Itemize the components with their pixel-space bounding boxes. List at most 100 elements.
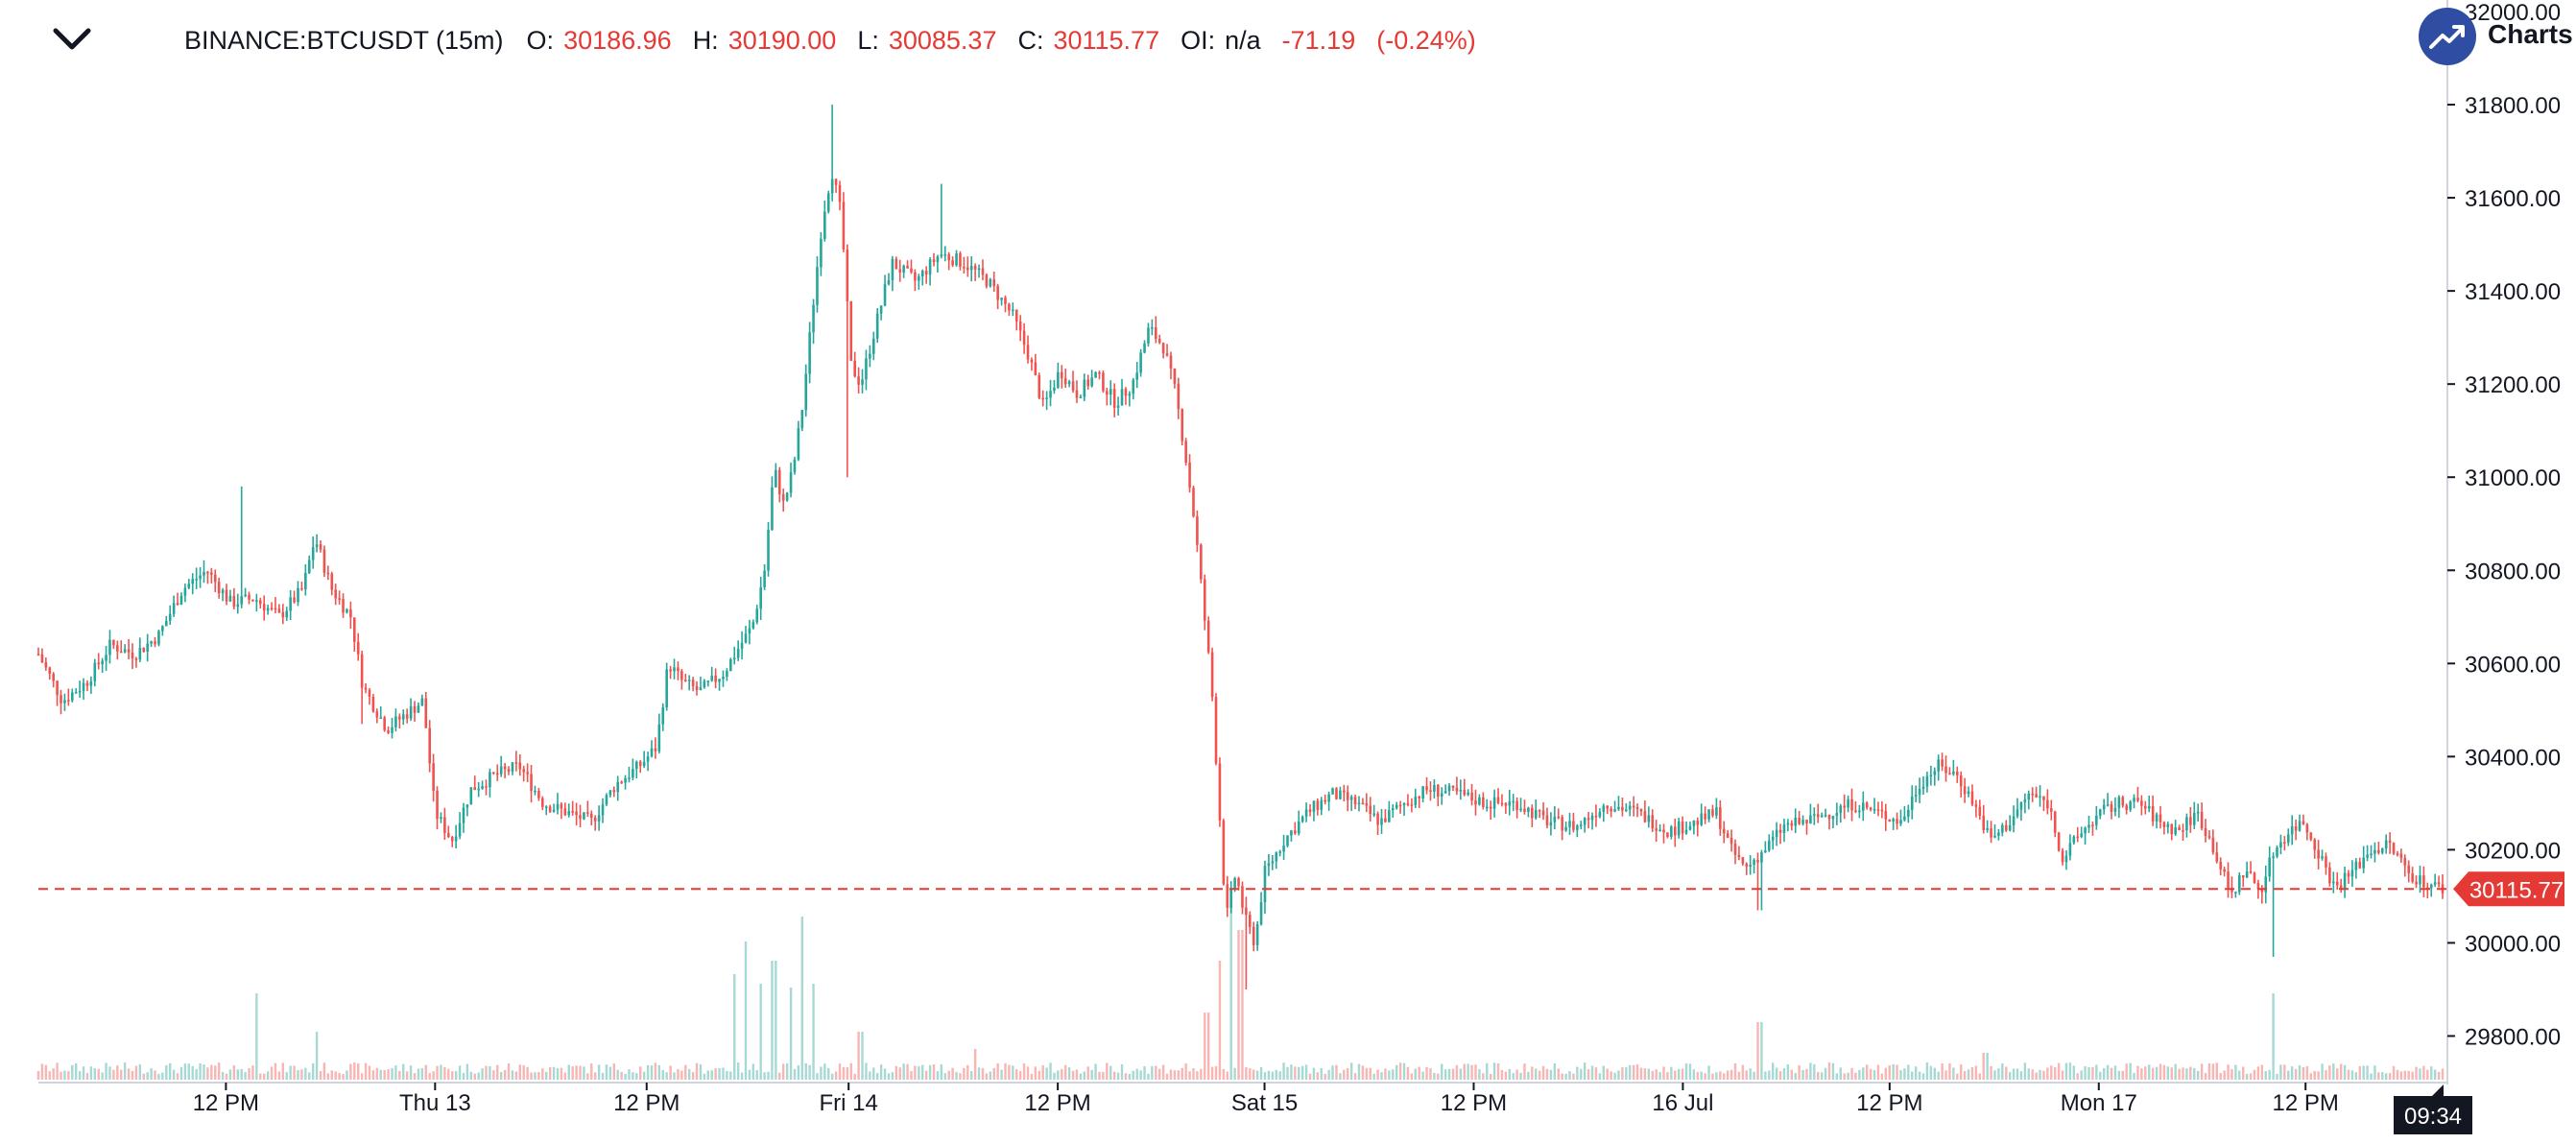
- volume-bar: [417, 1068, 420, 1080]
- candle: [1519, 798, 1522, 813]
- charts-logo[interactable]: [2419, 8, 2476, 65]
- candle: [1590, 812, 1594, 830]
- candle: [910, 259, 913, 274]
- candle: [1188, 454, 1191, 493]
- candle: [458, 812, 462, 840]
- candle: [1952, 759, 1955, 776]
- volume-bar: [342, 1073, 345, 1080]
- candle: [977, 264, 981, 278]
- volume-bar: [1482, 1073, 1485, 1080]
- candle: [1933, 767, 1937, 786]
- volume-bar: [353, 1062, 356, 1080]
- candle: [199, 567, 202, 588]
- volume-bar: [326, 1073, 330, 1080]
- candle: [44, 657, 48, 671]
- volume-bar: [93, 1068, 97, 1080]
- candle: [489, 768, 491, 798]
- symbol-label[interactable]: BINANCE:BTCUSDT (15m): [184, 25, 504, 55]
- x-tick-label: 12 PM: [1024, 1090, 1090, 1116]
- volume-bar: [1486, 1062, 1489, 1080]
- volume-bar: [1729, 1069, 1733, 1080]
- candle: [1116, 396, 1120, 416]
- candle: [1086, 374, 1090, 390]
- collapse-chevron-icon[interactable]: [48, 17, 96, 60]
- candle: [195, 567, 198, 589]
- candle: [706, 679, 710, 687]
- oi-label: OI:: [1181, 25, 1216, 55]
- volume-bar: [830, 1073, 834, 1080]
- volume-bar: [2366, 1065, 2369, 1080]
- candle: [537, 787, 540, 801]
- volume-bar: [120, 1069, 123, 1080]
- candle: [2162, 821, 2166, 835]
- candle: [465, 804, 469, 817]
- volume-bar: [1911, 1071, 1914, 1080]
- candle: [417, 702, 420, 713]
- volume-bar: [1632, 1064, 1635, 1080]
- candle: [1564, 822, 1567, 832]
- volume-bar: [2148, 1064, 2151, 1080]
- volume-bar: [1357, 1063, 1361, 1080]
- candle: [1222, 818, 1226, 886]
- volume-bar: [563, 1072, 567, 1080]
- candle: [838, 180, 842, 211]
- candle: [1459, 779, 1463, 800]
- volume-bar: [1782, 1068, 1786, 1080]
- candle: [1090, 369, 1093, 388]
- volume-bar: [1218, 961, 1222, 1080]
- volume-bar: [116, 1065, 119, 1080]
- volume-bar: [1402, 1062, 1406, 1080]
- volume-bar: [616, 1069, 619, 1080]
- volume-bar: [1670, 1066, 1673, 1080]
- candle: [157, 629, 160, 647]
- candle: [394, 708, 397, 732]
- volume-bar: [872, 1067, 875, 1080]
- volume-bar: [771, 961, 774, 1080]
- candle: [1651, 809, 1655, 832]
- candle: [2215, 842, 2219, 864]
- candle: [2178, 824, 2181, 831]
- volume-bar: [2035, 1072, 2038, 1080]
- volume-bar: [778, 1072, 781, 1080]
- candle: [1884, 803, 1888, 831]
- candle: [560, 801, 563, 820]
- candle: [1410, 798, 1414, 813]
- volume-bar: [1576, 1066, 1579, 1080]
- x-tick-label: Mon 17: [2061, 1090, 2137, 1116]
- candle: [947, 251, 950, 271]
- candle: [2211, 829, 2215, 855]
- volume-bar: [187, 1063, 191, 1080]
- volume-bar: [1820, 1072, 1824, 1080]
- volume-bar: [2256, 1066, 2260, 1080]
- candle: [846, 244, 849, 478]
- candle: [2234, 891, 2237, 898]
- volume-bar: [1726, 1070, 1729, 1080]
- volume-bar: [2189, 1066, 2192, 1080]
- candle: [2298, 814, 2302, 832]
- volume-bar: [1022, 1062, 1026, 1080]
- volume-bar: [1956, 1073, 1959, 1080]
- candle: [1135, 362, 1138, 389]
- candle: [1782, 818, 1786, 843]
- y-tick-label: 30400.00: [2465, 745, 2561, 771]
- candle: [485, 779, 488, 796]
- volume-bars: [36, 903, 2445, 1080]
- volume-bar: [157, 1073, 160, 1080]
- volume-bar: [1684, 1063, 1688, 1080]
- volume-bar: [1222, 1068, 1226, 1080]
- volume-bar: [176, 1073, 179, 1080]
- volume-bar: [775, 961, 777, 1080]
- candle: [1527, 806, 1530, 818]
- candle: [1165, 344, 1169, 357]
- volume-bar: [2087, 1066, 2090, 1080]
- candle: [217, 577, 221, 599]
- candle: [1635, 803, 1639, 818]
- volume-bar: [1395, 1064, 1398, 1080]
- volume-bar: [1008, 1064, 1011, 1080]
- volume-bar: [2347, 1069, 2350, 1080]
- x-tick-label: 16 Jul: [1652, 1090, 1713, 1116]
- volume-bar: [1320, 1067, 1323, 1080]
- volume-bar: [1549, 1069, 1553, 1080]
- candle: [450, 835, 454, 847]
